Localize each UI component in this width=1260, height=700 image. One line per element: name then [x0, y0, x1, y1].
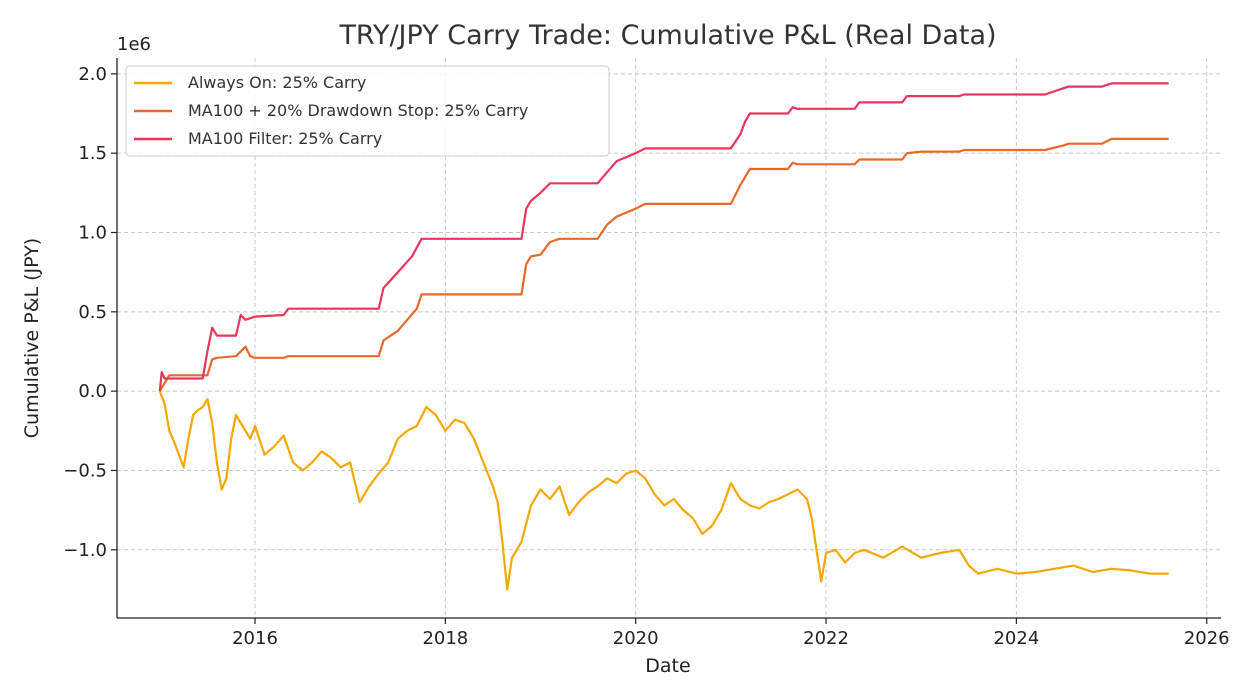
y-tick-label: 1.0: [78, 223, 107, 244]
x-tick-label: 2026: [1184, 628, 1230, 649]
tick-labels: 2016 2018 2020 2022 2024 2026 −1.0 −0.5 0.0 0.5 1.…: [63, 64, 1229, 649]
legend-label: Always On: 25% Carry: [188, 73, 366, 92]
x-tick-label: 2022: [803, 628, 849, 649]
y-tick-label: −0.5: [63, 460, 107, 481]
x-tick-label: 2020: [613, 628, 659, 649]
axes: [116, 58, 1221, 619]
legend-label: MA100 + 20% Drawdown Stop: 25% Carry: [188, 101, 528, 120]
y-tick-label: 0.0: [78, 381, 107, 402]
y-tick-label: −1.0: [63, 540, 107, 561]
y-tick-label: 2.0: [78, 64, 107, 85]
legend-box: [125, 65, 610, 157]
x-tick-label: 2016: [232, 628, 278, 649]
y-axis-label: Cumulative P&L (JPY): [21, 238, 43, 438]
x-tick-label: 2024: [993, 628, 1039, 649]
chart-title: TRY/JPY Carry Trade: Cumulative P&L (Rea…: [338, 20, 996, 51]
series-lines: [158, 82, 1169, 591]
legend-label: MA100 Filter: 25% Carry: [188, 129, 382, 148]
x-axis-label: Date: [645, 655, 690, 677]
series-line-1: [158, 390, 1169, 591]
legend: Always On: 25% Carry MA100 + 20% Drawdown…: [125, 65, 610, 157]
x-tick-label: 2018: [422, 628, 468, 649]
y-tick-label: 1.5: [78, 143, 107, 164]
series-line-3: [158, 82, 1169, 392]
y-tick-label: 0.5: [78, 302, 107, 323]
y-axis-offset-label: 1e6: [117, 34, 151, 55]
grid-lines: [117, 58, 1221, 618]
series-line-2: [158, 137, 1169, 392]
